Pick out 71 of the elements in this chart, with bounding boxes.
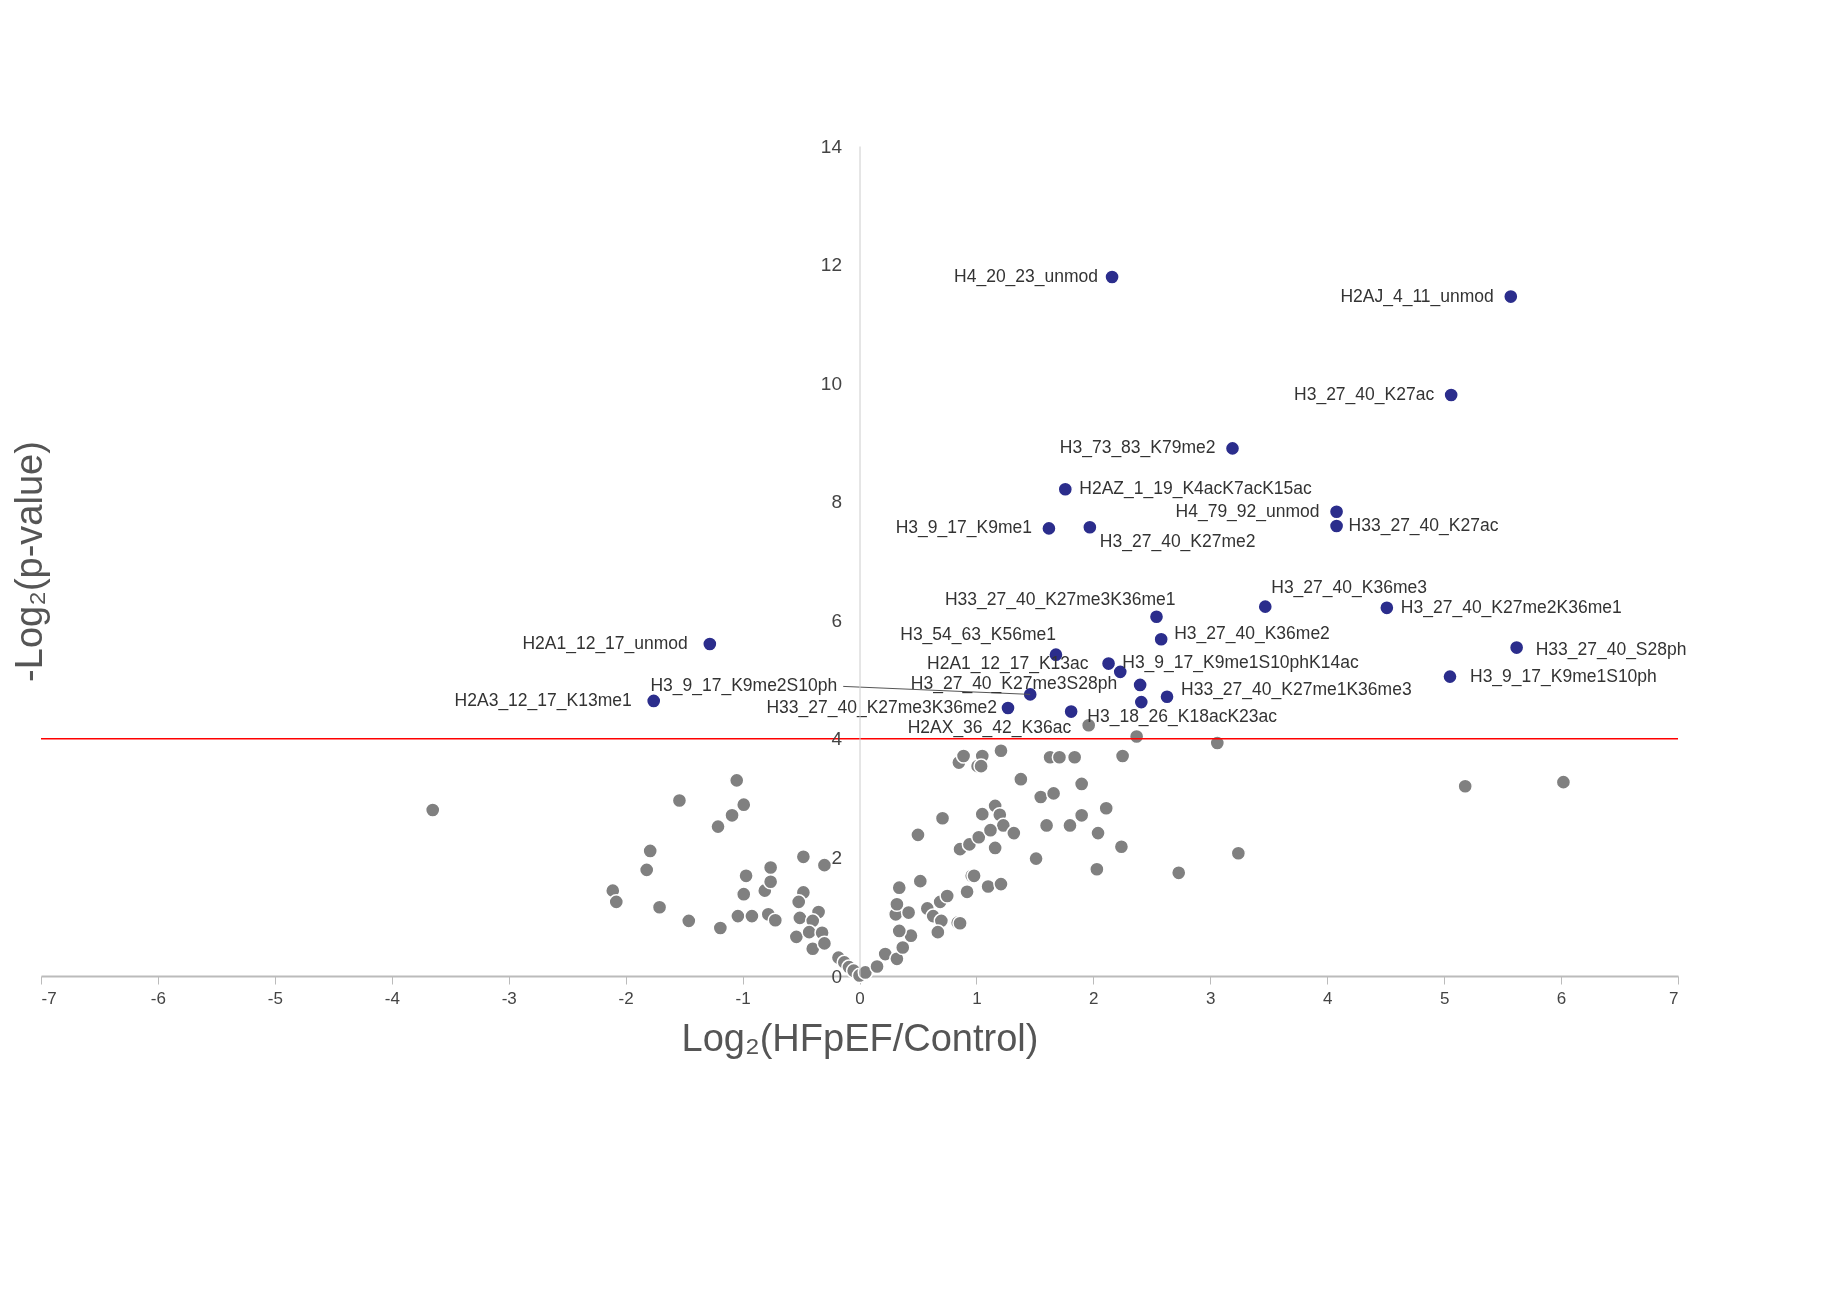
- point: [1000, 700, 1016, 716]
- annotation: H3_27_40_K36me2: [1174, 623, 1330, 645]
- x-tick-label: 1: [972, 988, 982, 1008]
- annotation: H3_54_63_K56me1: [900, 623, 1056, 645]
- annotation: H33_27_40_K27ac: [1348, 515, 1499, 537]
- point: [1224, 440, 1241, 457]
- point: [1442, 668, 1458, 685]
- annotation: H3_27_40_K27me2K36me1: [1400, 596, 1622, 618]
- point: [1063, 703, 1079, 720]
- annotation: H3_27_40_K27ac: [1294, 384, 1435, 405]
- annotation: H3_9_17_K9me1S10phK14ac: [1122, 651, 1359, 673]
- point: [1133, 694, 1150, 710]
- x-tick-label: -3: [501, 988, 517, 1008]
- annotation: H2A1_12_17_K13ac: [927, 652, 1089, 674]
- point: [1082, 519, 1098, 536]
- point: [1057, 481, 1074, 498]
- point: [1502, 288, 1519, 305]
- point: [1257, 598, 1274, 615]
- annotation: H3_9_17_K9me1S10ph: [1469, 665, 1657, 687]
- point: [1159, 688, 1175, 705]
- annotation: H3_9_17_K9me1: [895, 517, 1032, 539]
- annotation: H3_73_83_K79me2: [1059, 437, 1216, 459]
- x-tick-label: -1: [735, 988, 751, 1008]
- annotation: H3_27_40_K27me2: [1099, 531, 1256, 553]
- x-tick-label: 4: [1322, 988, 1333, 1008]
- annotation: H2A1_12_17_unmod: [522, 633, 688, 654]
- point: [1041, 520, 1057, 537]
- point: [1153, 631, 1169, 648]
- annotation: H33_27_40_K27me3K36me2: [766, 697, 997, 719]
- x-tick-label: 3: [1206, 988, 1216, 1008]
- annotation: H33_27_40_S28ph: [1535, 638, 1687, 660]
- x-tick-label: -4: [384, 988, 400, 1008]
- x-tick-label: 6: [1556, 988, 1567, 1008]
- point: [1508, 639, 1525, 656]
- point: [1132, 677, 1148, 693]
- x-tick-label: -7: [41, 988, 57, 1008]
- annotation: H2A3_12_17_K13me1: [454, 689, 632, 711]
- point: [1100, 655, 1117, 672]
- y-tick-label: 2: [831, 846, 842, 868]
- annotation: H3_27_40_K27me3S28ph: [910, 672, 1118, 694]
- x-tick-label: 5: [1439, 988, 1450, 1008]
- y-tick-label: 12: [820, 254, 842, 276]
- x-axis-title: Log₂(HFpEF/Control): [681, 1016, 1039, 1059]
- point: [1328, 503, 1345, 520]
- y-tick-label: 10: [820, 372, 842, 394]
- y-axis-title: -Log₂(p-value): [7, 441, 50, 682]
- point: [1443, 387, 1459, 403]
- annotation: H2AZ_1_19_K4acK7acK15ac: [1079, 478, 1313, 500]
- annotation: H2AX_36_42_K36ac: [907, 716, 1072, 738]
- x-tick-label: -5: [267, 988, 283, 1008]
- annotation: H33_27_40_K27me1K36me3: [1181, 678, 1412, 700]
- point: [702, 636, 718, 652]
- annotation: H4_79_92_unmod: [1175, 500, 1320, 522]
- x-tick-label: -2: [618, 988, 634, 1008]
- annotation: H4_20_23_unmod: [954, 266, 1099, 288]
- x-tick-label: -6: [150, 988, 166, 1008]
- annotation: H33_27_40_K27me3K36me1: [944, 588, 1176, 610]
- y-tick-label: 8: [831, 491, 842, 513]
- annotation: H3_9_17_K9me2S10ph: [650, 675, 838, 697]
- point: [1328, 518, 1345, 534]
- point: [1379, 600, 1395, 616]
- x-tick-label: 2: [1089, 988, 1099, 1008]
- y-tick-label: 6: [831, 609, 842, 631]
- x-tick-label: 7: [1669, 988, 1679, 1008]
- x-tick-label: 0: [855, 988, 865, 1008]
- annotation: H2AJ_4_11_unmod: [1340, 285, 1494, 307]
- y-tick-label: 0: [831, 965, 842, 987]
- point: [1104, 269, 1120, 285]
- y-tick-label: 14: [820, 135, 843, 157]
- annotation: H3_27_40_K36me3: [1271, 576, 1427, 598]
- annotation: H3_18_26_K18acK23ac: [1087, 706, 1278, 728]
